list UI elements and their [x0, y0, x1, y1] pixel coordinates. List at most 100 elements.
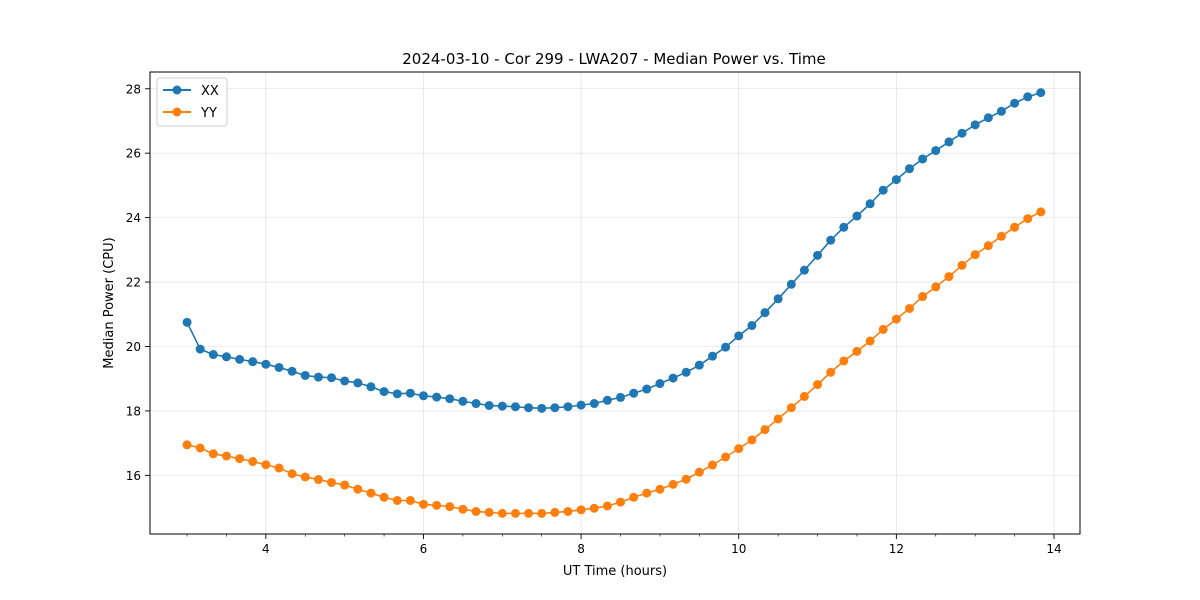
- data-point-yy: [182, 440, 192, 450]
- data-point-yy: [261, 460, 271, 470]
- data-point-yy: [918, 292, 928, 302]
- x-tick-label: 10: [731, 542, 746, 556]
- data-point-xx: [550, 403, 560, 413]
- data-point-xx: [957, 128, 967, 138]
- data-point-yy: [642, 488, 652, 498]
- y-tick-label: 26: [126, 147, 141, 161]
- data-point-yy: [405, 495, 415, 505]
- data-point-yy: [878, 324, 888, 334]
- x-tick-label: 12: [889, 542, 904, 556]
- data-point-yy: [905, 303, 915, 313]
- data-point-yy: [340, 480, 350, 490]
- legend-label-yy: YY: [200, 106, 217, 121]
- data-point-xx: [878, 185, 888, 195]
- data-point-xx: [287, 366, 297, 376]
- data-point-yy: [287, 469, 297, 479]
- x-axis: 4 6 8 10 12 14: [186, 534, 1062, 556]
- data-point-xx: [813, 250, 823, 260]
- data-point-yy: [353, 484, 363, 494]
- data-point-xx: [655, 379, 665, 389]
- data-point-xx: [786, 279, 796, 289]
- data-point-xx: [983, 113, 993, 123]
- y-tick-label: 16: [126, 469, 141, 483]
- data-point-yy: [524, 508, 534, 518]
- data-point-yy: [550, 507, 560, 517]
- data-point-xx: [261, 359, 271, 369]
- y-axis-label: Median Power (CPU): [102, 237, 117, 368]
- data-point-xx: [195, 344, 205, 354]
- data-point-yy: [445, 502, 455, 512]
- data-point-xx: [839, 222, 849, 232]
- data-point-yy: [931, 282, 941, 292]
- data-point-xx: [313, 372, 323, 382]
- data-point-xx: [668, 373, 678, 383]
- data-point-xx: [734, 331, 744, 341]
- data-point-yy: [681, 474, 691, 484]
- legend: XX YY: [156, 77, 228, 127]
- data-point-yy: [721, 452, 731, 462]
- x-tick-label: 6: [420, 542, 428, 556]
- data-point-xx: [405, 388, 415, 398]
- data-point-yy: [313, 475, 323, 485]
- data-point-yy: [826, 367, 836, 377]
- data-point-yy: [970, 250, 980, 260]
- data-point-xx: [300, 370, 310, 380]
- chart-title: 2024-03-10 - Cor 299 - LWA207 - Median P…: [402, 50, 826, 68]
- data-point-xx: [327, 373, 337, 383]
- data-point-yy: [1023, 214, 1033, 224]
- data-point-yy: [195, 443, 205, 453]
- data-point-xx: [865, 199, 875, 209]
- data-point-xx: [248, 357, 258, 367]
- legend-marker-xx: [172, 85, 182, 95]
- legend-label-xx: XX: [201, 84, 219, 99]
- y-tick-label: 24: [126, 211, 141, 225]
- data-point-xx: [418, 391, 428, 401]
- data-point-yy: [616, 497, 626, 507]
- y-tick-label: 22: [126, 276, 141, 290]
- data-point-xx: [905, 164, 915, 174]
- data-point-xx: [629, 388, 639, 398]
- legend-marker-yy: [172, 107, 182, 117]
- data-point-yy: [327, 477, 337, 487]
- series-layer: [182, 88, 1046, 518]
- data-point-yy: [1010, 222, 1020, 232]
- data-point-xx: [589, 399, 599, 409]
- data-point-xx: [616, 392, 626, 402]
- data-point-yy: [865, 336, 875, 346]
- data-point-yy: [799, 391, 809, 401]
- data-point-yy: [458, 504, 468, 514]
- plot-frame: [149, 71, 1081, 535]
- x-tick-label: 4: [262, 542, 270, 556]
- data-point-xx: [931, 146, 941, 156]
- data-point-yy: [944, 272, 954, 282]
- data-point-yy: [760, 425, 770, 435]
- data-point-xx: [707, 351, 717, 361]
- data-point-yy: [839, 356, 849, 366]
- y-tick-label: 18: [126, 404, 141, 418]
- data-point-yy: [471, 506, 481, 516]
- data-point-xx: [471, 399, 481, 409]
- data-point-xx: [799, 265, 809, 275]
- data-point-xx: [576, 400, 586, 410]
- data-point-xx: [484, 400, 494, 410]
- data-point-xx: [524, 403, 534, 413]
- data-point-xx: [747, 321, 757, 331]
- grid: [150, 72, 1080, 534]
- data-point-yy: [602, 501, 612, 511]
- data-point-xx: [852, 211, 862, 221]
- data-point-xx: [537, 403, 547, 413]
- data-point-yy: [1036, 207, 1046, 217]
- data-point-xx: [392, 389, 402, 399]
- data-point-xx: [458, 396, 468, 406]
- data-point-yy: [537, 508, 547, 518]
- data-point-yy: [786, 403, 796, 413]
- data-point-yy: [852, 346, 862, 356]
- data-point-xx: [642, 384, 652, 394]
- data-point-xx: [235, 354, 245, 364]
- data-point-yy: [734, 444, 744, 454]
- data-point-yy: [300, 472, 310, 482]
- data-point-yy: [274, 463, 284, 473]
- data-point-yy: [629, 492, 639, 502]
- y-tick-label: 28: [126, 82, 141, 96]
